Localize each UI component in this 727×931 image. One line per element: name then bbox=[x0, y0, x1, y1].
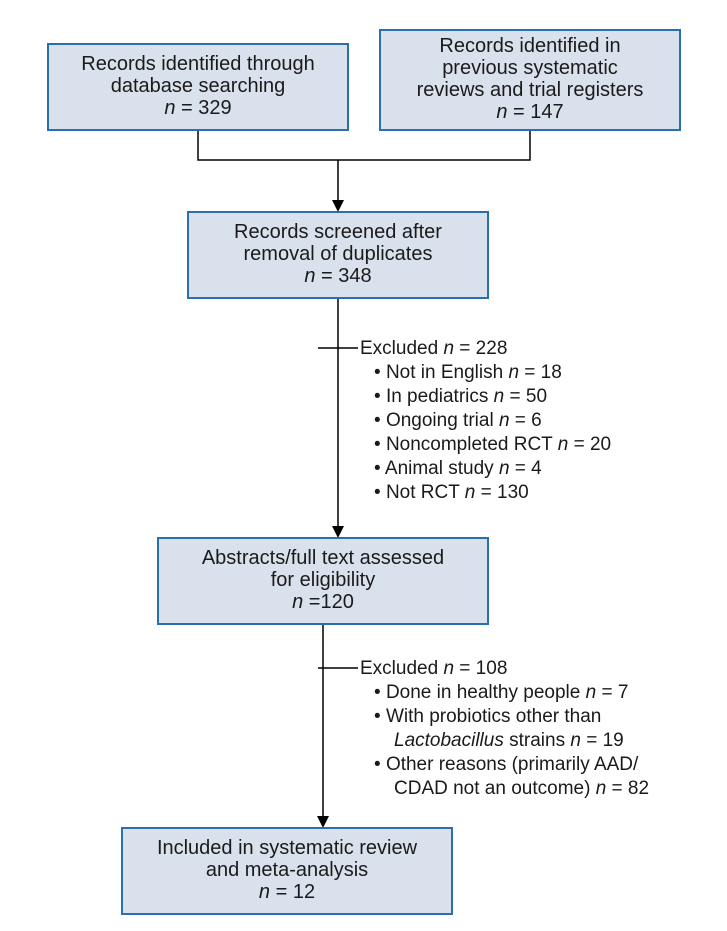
box1a-line-2: n = 329 bbox=[164, 97, 231, 119]
box1a-line-1: database searching bbox=[111, 75, 286, 97]
box4-line-2: n = 12 bbox=[259, 881, 315, 903]
exc2-bullet-3: • Other reasons (primarily AAD/ bbox=[374, 754, 639, 775]
box1b-line-1: previous systematic bbox=[442, 57, 618, 79]
box1b-line-2: reviews and trial registers bbox=[417, 79, 644, 101]
exc2-bullet-0: • Done in healthy people n = 7 bbox=[374, 682, 628, 703]
box-identified-registers: Records identified inprevious systematic… bbox=[380, 30, 680, 130]
exc1-header: Excluded n = 228 bbox=[360, 338, 507, 359]
box3-line-0: Abstracts/full text assessed bbox=[202, 547, 444, 569]
edge-merge bbox=[198, 130, 530, 206]
box-screened: Records screened afterremoval of duplica… bbox=[188, 212, 488, 298]
exc1-bullet-5: • Not RCT n = 130 bbox=[374, 482, 529, 503]
exc1-bullet-1: • In pediatrics n = 50 bbox=[374, 386, 547, 407]
exc2-header: Excluded n = 108 bbox=[360, 658, 507, 679]
exc2-bullet-2: Lactobacillus strains n = 19 bbox=[394, 730, 624, 751]
box2-line-0: Records screened after bbox=[234, 221, 442, 243]
flowchart-canvas: Records identified throughdatabase searc… bbox=[0, 0, 727, 931]
merge-path bbox=[198, 130, 530, 160]
exc1-bullet-0: • Not in English n = 18 bbox=[374, 362, 562, 383]
box-included: Included in systematic reviewand meta-an… bbox=[122, 828, 452, 914]
exc2-bullet-4: CDAD not an outcome) n = 82 bbox=[394, 778, 649, 799]
exclusion-1: Excluded n = 228 • Not in English n = 18 •… bbox=[360, 338, 611, 503]
exc1-bullet-3: • Noncompleted RCT n = 20 bbox=[374, 434, 611, 455]
exc2-bullet-1: • With probiotics other than bbox=[374, 706, 601, 727]
exclusion-2: Excluded n = 108 • Done in healthy people… bbox=[360, 658, 649, 799]
box2-line-1: removal of duplicates bbox=[244, 243, 433, 265]
box3-line-1: for eligibility bbox=[271, 569, 375, 591]
box1b-line-0: Records identified in bbox=[439, 35, 620, 57]
box-identified-db: Records identified throughdatabase searc… bbox=[48, 44, 348, 130]
box2-line-2: n = 348 bbox=[304, 265, 371, 287]
box3-line-2: n =120 bbox=[292, 591, 354, 613]
box1b-line-3: n = 147 bbox=[496, 101, 563, 123]
exc1-bullet-4: • Animal study n = 4 bbox=[374, 458, 542, 479]
box-assessed: Abstracts/full text assessedfor eligibil… bbox=[158, 538, 488, 624]
box4-line-0: Included in systematic review bbox=[157, 837, 418, 859]
exc1-bullet-2: • Ongoing trial n = 6 bbox=[374, 410, 542, 431]
box1a-line-0: Records identified through bbox=[81, 53, 314, 75]
box4-line-1: and meta-analysis bbox=[206, 859, 368, 881]
